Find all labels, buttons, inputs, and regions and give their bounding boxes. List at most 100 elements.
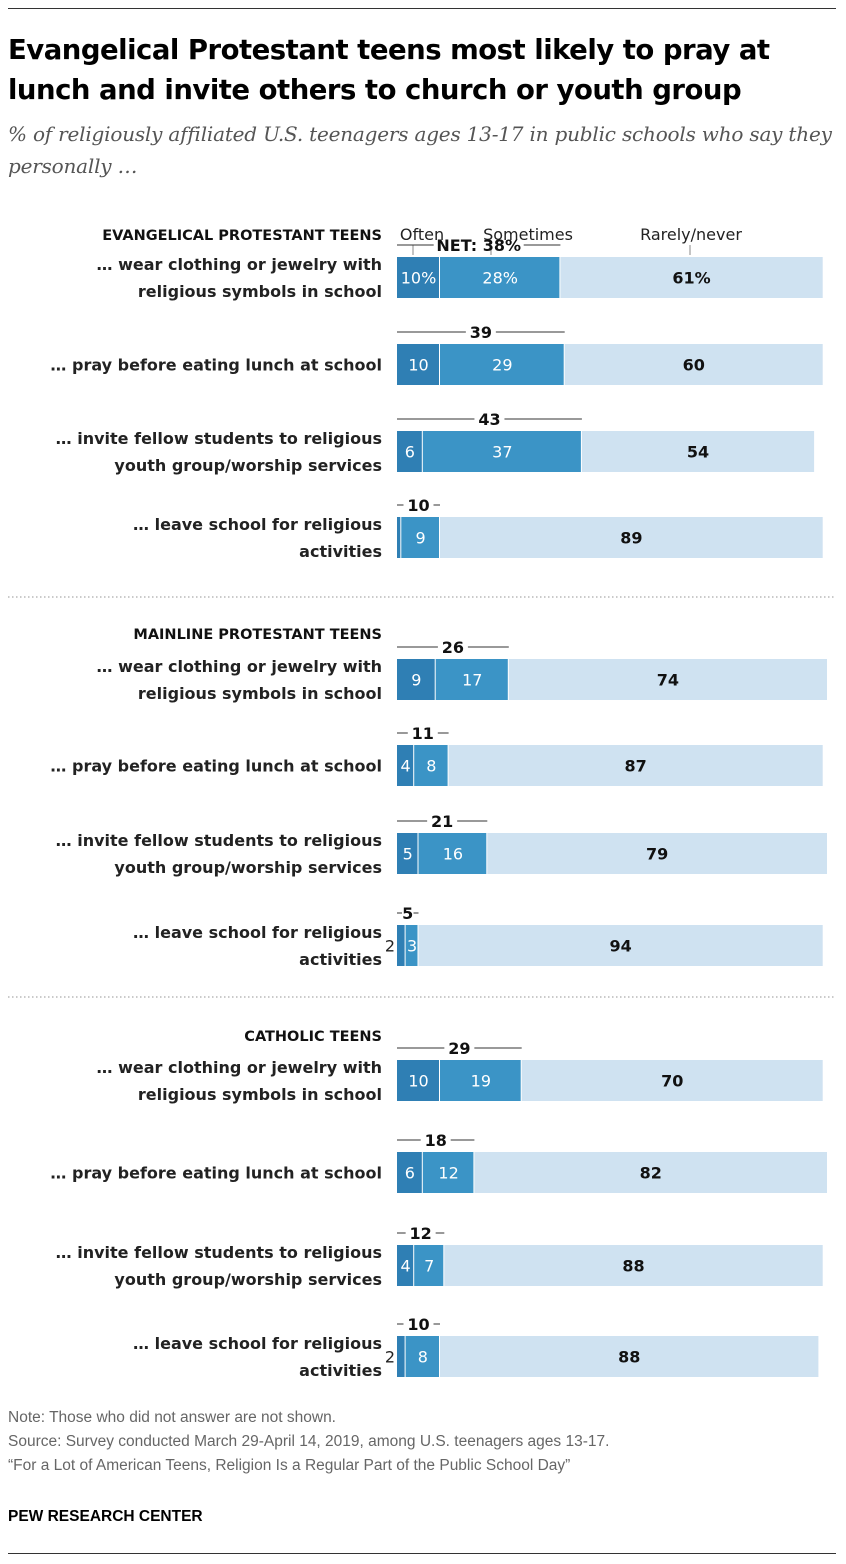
row-label: … invite fellow students to religious [56, 1243, 382, 1262]
row-label: … leave school for religious [133, 515, 382, 534]
bar-rarely-never [444, 1245, 823, 1286]
value-often: 9 [411, 671, 421, 690]
value-sometimes: 8 [426, 757, 436, 776]
net-value: 43 [478, 410, 500, 429]
bar-rarely-never [581, 431, 815, 472]
net-value: 29 [448, 1039, 470, 1058]
row-label: … invite fellow students to religious [56, 831, 382, 850]
bar-sometimes [414, 745, 448, 786]
column-header-sometimes: Sometimes [483, 225, 573, 244]
bar-often [397, 257, 439, 298]
bar-sometimes [440, 1060, 521, 1101]
bar-often [397, 1245, 414, 1286]
row-label: activities [299, 950, 382, 969]
bar-sometimes [405, 925, 418, 966]
bar-rarely-never [448, 745, 823, 786]
bar-sometimes [401, 517, 439, 558]
row-label: … wear clothing or jewelry with [97, 255, 382, 274]
value-often: 10 [408, 1072, 428, 1091]
value-rarely-never: 54 [687, 443, 709, 462]
value-often: 6 [405, 1164, 415, 1183]
report-title-text: “For a Lot of American Teens, Religion I… [8, 1457, 571, 1474]
value-rarely-never: 70 [661, 1072, 683, 1091]
net-value: 26 [442, 638, 464, 657]
bar-often [397, 1336, 405, 1377]
source-text: Source: Survey conducted March 29-April … [8, 1433, 610, 1450]
net-value: 21 [431, 812, 453, 831]
value-often: 4 [401, 1257, 411, 1276]
value-rarely-never: 88 [618, 1348, 640, 1367]
net-value: 18 [425, 1131, 447, 1150]
value-rarely-never: 82 [640, 1164, 662, 1183]
bar-sometimes [418, 833, 487, 874]
bar-rarely-never [560, 257, 823, 298]
row-label: … wear clothing or jewelry with [97, 1058, 382, 1077]
bar-rarely-never [521, 1060, 823, 1101]
value-often: 2 [385, 937, 395, 956]
group-label: CATHOLIC TEENS [244, 1029, 382, 1045]
bar-often [397, 925, 405, 966]
value-often: 4 [401, 757, 411, 776]
row-label: religious symbols in school [138, 684, 382, 703]
value-often: 10% [401, 269, 437, 288]
value-often: 5 [403, 845, 413, 864]
bar-sometimes [435, 659, 508, 700]
value-rarely-never: 79 [646, 845, 668, 864]
row-label: … leave school for religious [133, 923, 382, 942]
bar-rarely-never [440, 517, 823, 558]
row-label: youth group/worship services [114, 456, 382, 475]
value-sometimes: 7 [424, 1257, 434, 1276]
value-sometimes: 3 [407, 937, 417, 956]
net-value: 11 [412, 724, 434, 743]
value-often: 2 [385, 1348, 395, 1367]
net-value: 5 [402, 904, 413, 923]
bar-often [397, 1060, 439, 1101]
row-label: … invite fellow students to religious [56, 429, 382, 448]
value-rarely-never: 94 [609, 937, 631, 956]
group-label: EVANGELICAL PROTESTANT TEENS [102, 228, 382, 244]
row-label: activities [299, 542, 382, 561]
bar-often [397, 833, 418, 874]
column-header-often: Often [400, 225, 444, 244]
value-rarely-never: 87 [625, 757, 647, 776]
bar-sometimes [405, 1336, 439, 1377]
row-label: youth group/worship services [114, 858, 382, 877]
bar-rarely-never [418, 925, 823, 966]
row-label: … wear clothing or jewelry with [97, 657, 382, 676]
bottom-rule [8, 1553, 836, 1554]
value-sometimes: 37 [492, 443, 512, 462]
bar-rarely-never [440, 1336, 819, 1377]
value-sometimes: 29 [492, 356, 512, 375]
value-sometimes: 16 [443, 845, 463, 864]
row-label: religious symbols in school [138, 282, 382, 301]
row-label: … pray before eating lunch at school [50, 1164, 382, 1183]
row-label: activities [299, 1361, 382, 1380]
chart-subtitle: % of religiously affiliated U.S. teenage… [8, 122, 832, 178]
value-sometimes: 8 [418, 1348, 428, 1367]
bar-often [397, 1152, 422, 1193]
value-sometimes: 17 [462, 671, 482, 690]
row-label: … leave school for religious [133, 1334, 382, 1353]
bar-sometimes [440, 257, 560, 298]
bar-rarely-never [564, 344, 823, 385]
bar-sometimes [422, 431, 581, 472]
row-label: religious symbols in school [138, 1085, 382, 1104]
value-rarely-never: 61% [672, 269, 710, 288]
stacked-bar-chart: Often Sometimes Rarely/never EVANGELICAL PR… [8, 225, 836, 1380]
value-sometimes: 19 [471, 1072, 491, 1091]
value-sometimes: 12 [438, 1164, 458, 1183]
bar-often [397, 431, 422, 472]
value-sometimes: 9 [416, 529, 426, 548]
bar-often [397, 517, 401, 558]
bar-rarely-never [487, 833, 827, 874]
bar-sometimes [414, 1245, 444, 1286]
chart-title: Evangelical Protestant teens most likely… [8, 34, 770, 106]
net-value: 12 [410, 1224, 432, 1243]
bar-often [397, 745, 414, 786]
bar-rarely-never [508, 659, 827, 700]
net-value: 39 [470, 323, 492, 342]
value-often: 6 [405, 443, 415, 462]
value-rarely-never: 74 [657, 671, 679, 690]
net-value: 10 [407, 496, 429, 515]
bar-often [397, 659, 435, 700]
